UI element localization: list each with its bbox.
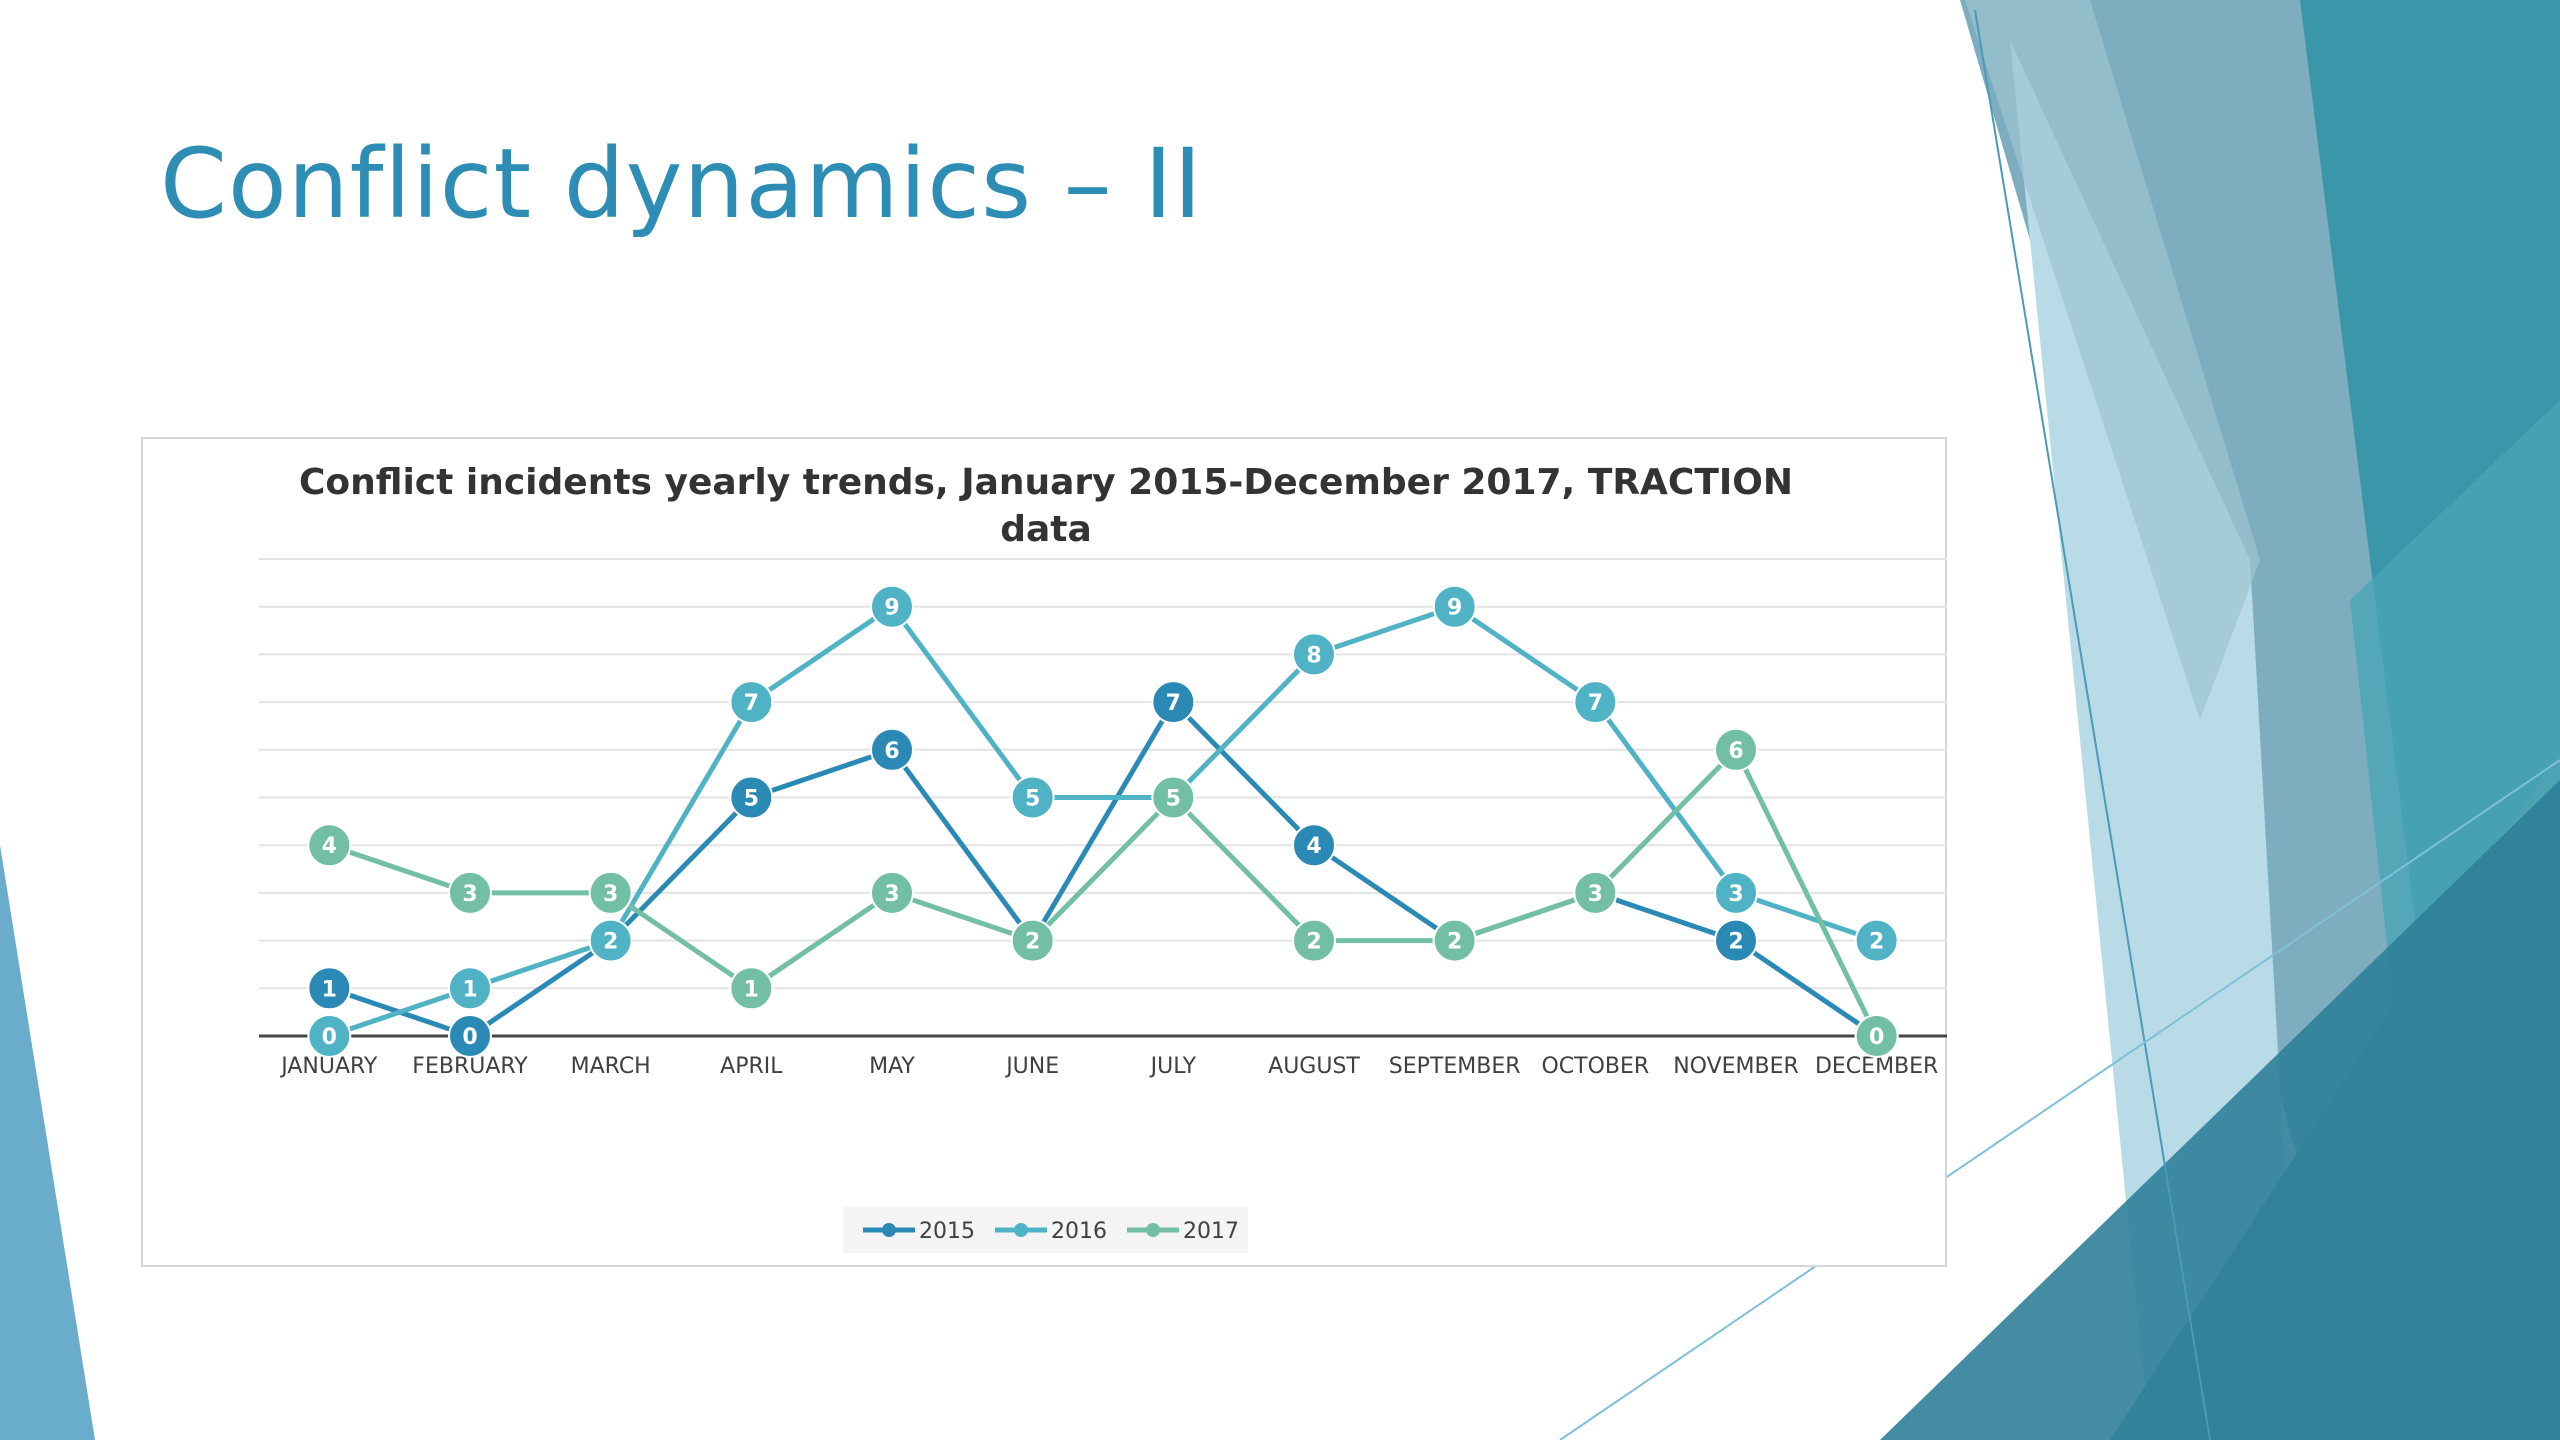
data-point — [1714, 918, 1758, 963]
data-point — [1292, 632, 1336, 677]
data-label: 8 — [1306, 643, 1321, 668]
data-point — [729, 680, 774, 725]
series-line — [328, 747, 1879, 1038]
chart-title-line-1: Conflict incidents yearly trends, Januar… — [298, 462, 1794, 503]
series-2016-points: 0 1 2 7 9 5 5 8 9 7 3 2 — [307, 584, 1899, 1058]
legend-swatch-marker — [1146, 1223, 1160, 1237]
legend-label: 2015 — [919, 1219, 975, 1244]
legend-label: 2016 — [1051, 1219, 1107, 1244]
data-point — [1010, 775, 1055, 820]
legend-swatch-marker — [1014, 1223, 1028, 1237]
chart-title-line-2: data — [1000, 509, 1092, 550]
x-tick-label: JANUARY — [279, 1054, 378, 1079]
chart-container: Conflict incidents yearly trends, Januar… — [141, 437, 1947, 1267]
x-tick-label: DECEMBER — [1815, 1054, 1938, 1079]
data-point — [1292, 823, 1336, 868]
data-label: 4 — [1306, 834, 1321, 859]
data-label: 0 — [322, 1025, 337, 1050]
data-label: 1 — [462, 977, 477, 1002]
x-tick-label: JULY — [1149, 1054, 1197, 1079]
data-point — [1432, 584, 1477, 629]
data-label: 2 — [1025, 930, 1040, 955]
legend-label: 2017 — [1183, 1219, 1239, 1244]
chart-x-axis: JANUARY FEBRUARY MARCH APRIL MAY JUNE JULY AUGU… — [259, 1034, 1947, 1079]
data-point — [870, 727, 914, 772]
data-label: 0 — [1869, 1025, 1884, 1050]
data-point — [870, 870, 914, 915]
data-label: 9 — [884, 596, 899, 621]
data-point — [307, 966, 352, 1011]
data-label: 1 — [744, 977, 759, 1002]
series-2016 — [328, 604, 1878, 1039]
data-label: 3 — [462, 882, 477, 907]
data-point — [1573, 680, 1618, 725]
data-point — [729, 966, 774, 1011]
slide-title: Conflict dynamics – II — [160, 128, 1203, 240]
x-tick-label: MAY — [869, 1054, 915, 1079]
x-tick-label: NOVEMBER — [1673, 1054, 1799, 1079]
data-point — [588, 870, 633, 915]
x-tick-label: OCTOBER — [1541, 1054, 1649, 1079]
data-point — [448, 1014, 492, 1058]
data-label: 3 — [603, 882, 618, 907]
data-point — [1573, 870, 1618, 915]
data-label: 2 — [1728, 930, 1743, 955]
data-label: 7 — [744, 691, 759, 716]
data-label: 2 — [1306, 930, 1321, 955]
data-label: 7 — [1588, 691, 1603, 716]
line-chart: JANUARY FEBRUARY MARCH APRIL MAY JUNE JULY AUGU… — [259, 558, 1947, 1253]
data-point — [729, 775, 774, 820]
series-2015 — [328, 699, 1879, 1039]
data-point — [1714, 727, 1758, 772]
x-tick-label: FEBRUARY — [412, 1054, 528, 1079]
x-tick-label: SEPTEMBER — [1389, 1054, 1521, 1079]
data-label: 3 — [1728, 882, 1743, 907]
data-label: 5 — [1166, 787, 1181, 812]
data-label: 2 — [1869, 930, 1884, 955]
x-tick-label: JUNE — [1004, 1054, 1059, 1079]
data-label: 5 — [744, 787, 759, 812]
data-point — [1151, 775, 1196, 820]
data-label: 5 — [1025, 787, 1040, 812]
data-label: 2 — [1447, 930, 1462, 955]
data-label: 2 — [603, 930, 618, 955]
data-point — [1714, 870, 1758, 915]
series-line — [328, 699, 1879, 1039]
data-label: 3 — [884, 882, 899, 907]
data-point — [1854, 1014, 1899, 1058]
x-tick-label: APRIL — [720, 1054, 783, 1079]
data-point — [448, 870, 492, 915]
data-label: 9 — [1447, 596, 1462, 621]
data-label: 1 — [322, 977, 337, 1002]
data-label: 0 — [462, 1025, 477, 1050]
data-point — [1010, 918, 1055, 963]
data-label: 6 — [1728, 739, 1743, 764]
data-point — [1151, 680, 1196, 725]
x-tick-label: MARCH — [571, 1054, 651, 1079]
data-point — [307, 1014, 352, 1058]
chart-legend: 2015 2016 2017 — [843, 1207, 1248, 1253]
series-line — [328, 604, 1878, 1039]
data-point — [1432, 918, 1477, 963]
data-label: 3 — [1588, 882, 1603, 907]
legend-swatch-marker — [882, 1223, 896, 1237]
series-2017 — [328, 747, 1879, 1038]
series-2017-points: 4 3 3 1 3 2 5 2 2 3 6 0 — [307, 727, 1899, 1058]
data-point — [588, 918, 633, 963]
data-point — [870, 584, 914, 629]
data-point — [307, 823, 352, 868]
data-point — [1292, 918, 1336, 963]
chart-series: 102562742320012795589732433132522360 — [307, 584, 1899, 1058]
data-label: 7 — [1166, 691, 1181, 716]
chart-title: Conflict incidents yearly trends, Januar… — [143, 459, 1949, 553]
x-tick-label: AUGUST — [1268, 1054, 1360, 1079]
data-point — [1854, 918, 1899, 963]
data-point — [448, 966, 492, 1011]
data-label: 4 — [322, 834, 337, 859]
data-label: 6 — [884, 739, 899, 764]
